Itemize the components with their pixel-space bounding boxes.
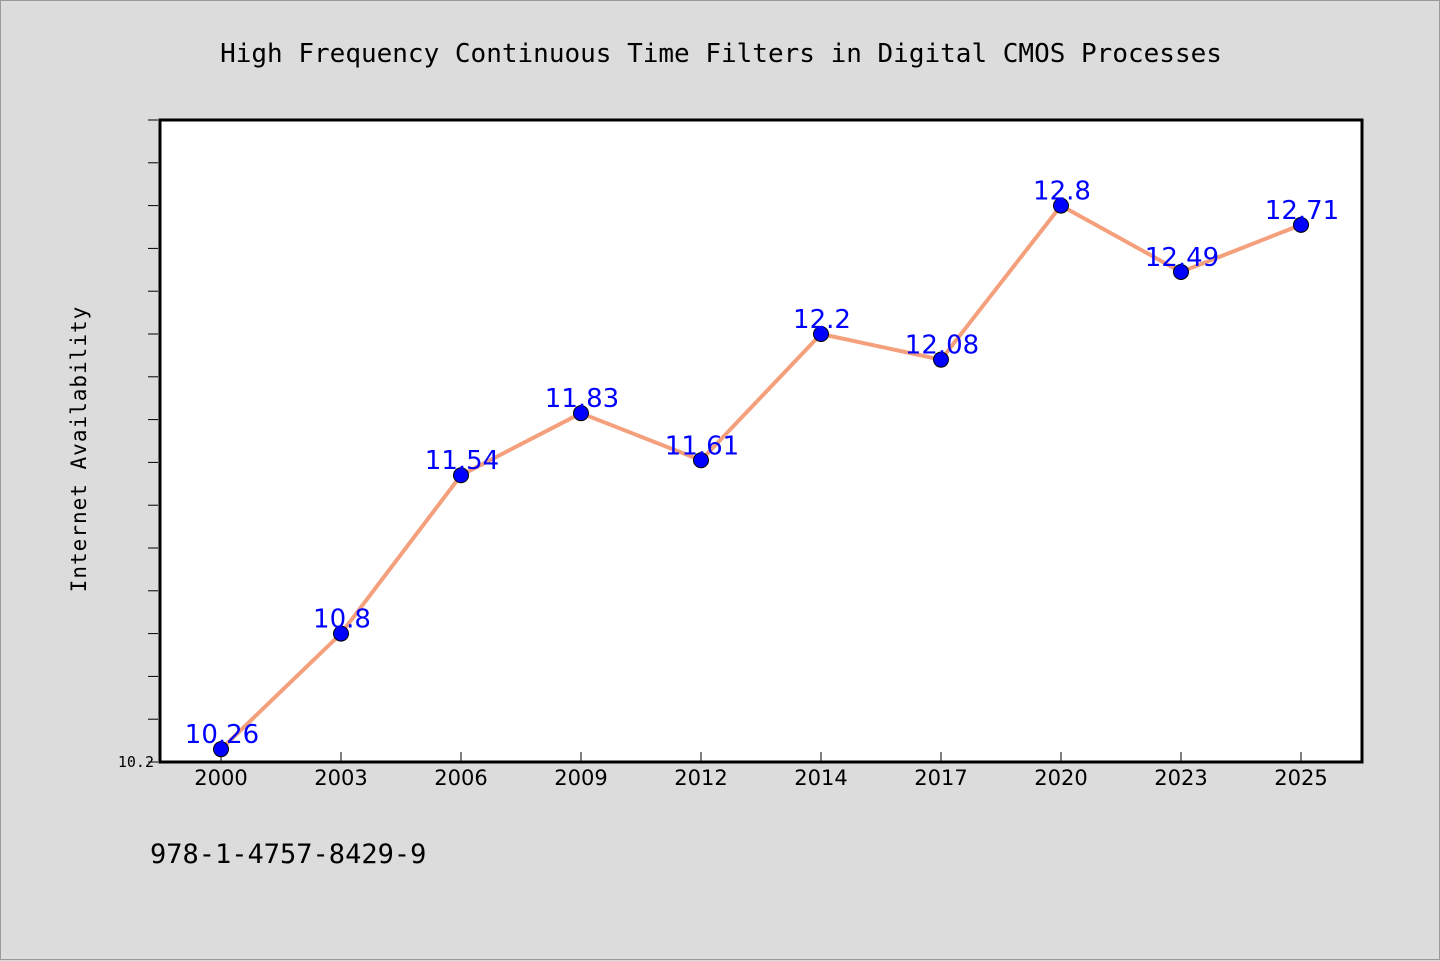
- x-tick-label: 2025: [1274, 766, 1327, 790]
- chart-title: High Frequency Continuous Time Filters i…: [220, 39, 1222, 69]
- data-label: 12.71: [1265, 196, 1339, 226]
- x-tick-label: 2006: [434, 766, 487, 790]
- data-point-marker: [693, 452, 709, 469]
- data-label: 12.2: [793, 305, 851, 335]
- data-label: 11.83: [545, 384, 619, 414]
- x-tick-label: 2017: [914, 766, 967, 790]
- data-point-marker: [573, 405, 589, 422]
- x-tick-label: 2000: [194, 766, 247, 790]
- data-label: 10.26: [185, 720, 259, 750]
- series-line-group: [213, 197, 1309, 758]
- data-label: 12.49: [1145, 243, 1219, 273]
- y-axis-ticks: 10.2: [118, 119, 158, 771]
- x-tick-label: 2023: [1154, 766, 1207, 790]
- data-point-marker: [1053, 197, 1069, 214]
- data-point-marker: [453, 467, 469, 484]
- x-tick-label: 2012: [674, 766, 727, 790]
- plot-area: [158, 118, 1364, 764]
- x-tick-label: 2014: [794, 766, 847, 790]
- data-label: 12.8: [1033, 177, 1091, 207]
- data-point-marker: [933, 351, 949, 368]
- data-label: 11.54: [425, 446, 499, 476]
- data-labels-group: 10.26 10.8 11.54 11.83 11.61 12.2 12.08 12.8 12.…: [185, 177, 1339, 751]
- data-point-marker: [1293, 216, 1309, 233]
- x-tick-label: 2020: [1034, 766, 1087, 790]
- series-line: [219, 203, 1303, 752]
- data-label: 12.08: [905, 331, 979, 361]
- y-axis-label: Internet Availability: [67, 306, 91, 593]
- data-label: 11.61: [665, 431, 739, 461]
- isbn-text: 978-1-4757-8429-9: [150, 839, 426, 870]
- data-point-marker: [213, 741, 229, 758]
- x-tick-label: 2003: [314, 766, 367, 790]
- data-point-marker: [813, 326, 829, 342]
- x-tick-label: 2009: [554, 766, 607, 790]
- x-axis-ticks: 2000 2003 2006 2009 2012 2014 2017 2020 2023 2025: [194, 752, 1328, 790]
- data-label: 10.8: [313, 605, 371, 635]
- data-point-marker: [333, 625, 349, 642]
- data-point-marker: [1173, 263, 1189, 280]
- y-tick-label: 10.2: [118, 753, 154, 771]
